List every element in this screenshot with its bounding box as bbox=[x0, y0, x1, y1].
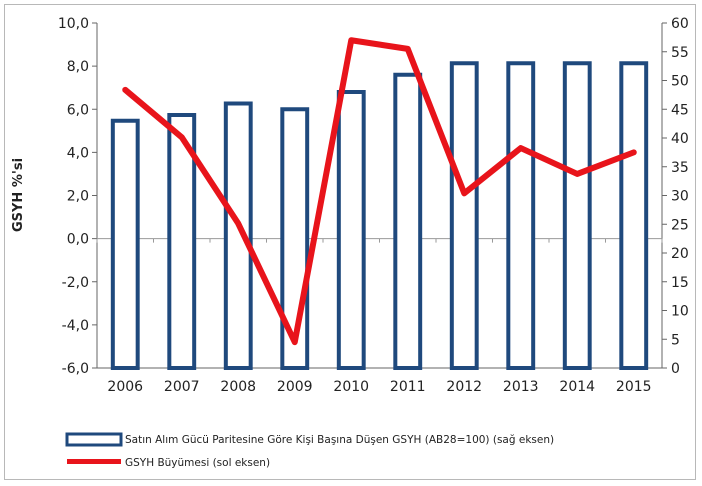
bar bbox=[393, 72, 423, 370]
legend: Satın Alım Gücü Paritesine Göre Kişi Baş… bbox=[65, 432, 554, 469]
left-tick-label: 6,0 bbox=[67, 102, 89, 118]
right-tick-label: 30 bbox=[671, 189, 689, 205]
right-tick-label: 40 bbox=[671, 131, 689, 147]
left-tick-label: -2,0 bbox=[62, 275, 89, 291]
legend-bar-swatch bbox=[65, 432, 123, 447]
right-tick-label: 60 bbox=[671, 16, 689, 32]
line-point bbox=[518, 145, 524, 151]
right-tick-label: 45 bbox=[671, 102, 689, 118]
left-tick-label: 2,0 bbox=[67, 189, 89, 205]
line-point bbox=[631, 149, 637, 155]
line-point bbox=[461, 190, 467, 196]
left-tick-label: -4,0 bbox=[62, 318, 89, 334]
bar bbox=[562, 61, 592, 370]
x-tick-label: 2007 bbox=[164, 379, 200, 395]
line-point bbox=[348, 37, 354, 43]
x-tick-label: 2009 bbox=[277, 379, 313, 395]
line-point bbox=[405, 46, 411, 52]
right-tick-label: 20 bbox=[671, 246, 689, 262]
bar bbox=[449, 61, 479, 370]
bar bbox=[619, 61, 649, 370]
x-tick-label: 2012 bbox=[446, 379, 482, 395]
right-tick-label: 55 bbox=[671, 45, 689, 61]
left-tick-label: 0,0 bbox=[67, 232, 89, 248]
bar bbox=[280, 107, 310, 370]
x-tick-label: 2008 bbox=[220, 379, 256, 395]
line-point bbox=[179, 134, 185, 140]
growth-line bbox=[122, 37, 637, 346]
bar bbox=[506, 61, 536, 370]
plot-area: 10,08,06,04,02,00,0-2,0-4,0-6,0605550454… bbox=[58, 16, 689, 395]
y-axis-title: GSYH %'si bbox=[11, 158, 26, 232]
line-point bbox=[292, 339, 298, 345]
legend-line-label: GSYH Büyümesi (sol eksen) bbox=[125, 457, 270, 469]
right-tick-label: 15 bbox=[671, 275, 689, 291]
right-tick-label: 10 bbox=[671, 304, 689, 320]
line-point bbox=[574, 171, 580, 177]
x-tick-label: 2011 bbox=[390, 379, 426, 395]
x-tick-label: 2006 bbox=[107, 379, 143, 395]
right-tick-label: 25 bbox=[671, 217, 689, 233]
right-tick-label: 0 bbox=[671, 361, 680, 377]
x-tick-label: 2015 bbox=[616, 379, 652, 395]
legend-line-swatch bbox=[67, 459, 121, 464]
right-tick-label: 50 bbox=[671, 74, 689, 90]
x-tick-label: 2010 bbox=[333, 379, 369, 395]
left-tick-label: 4,0 bbox=[67, 145, 89, 161]
line-point bbox=[235, 221, 241, 227]
left-tick-label: 10,0 bbox=[58, 16, 89, 32]
left-tick-label: -6,0 bbox=[62, 361, 89, 377]
x-tick-label: 2013 bbox=[503, 379, 539, 395]
line-point bbox=[122, 87, 128, 93]
legend-bar-label: Satın Alım Gücü Paritesine Göre Kişi Baş… bbox=[125, 434, 554, 446]
bar bbox=[167, 113, 197, 370]
right-tick-label: 5 bbox=[671, 332, 680, 348]
right-tick-label: 35 bbox=[671, 160, 689, 176]
left-tick-label: 8,0 bbox=[67, 59, 89, 75]
bar bbox=[336, 90, 366, 370]
bar bbox=[110, 118, 140, 370]
x-tick-label: 2014 bbox=[559, 379, 595, 395]
